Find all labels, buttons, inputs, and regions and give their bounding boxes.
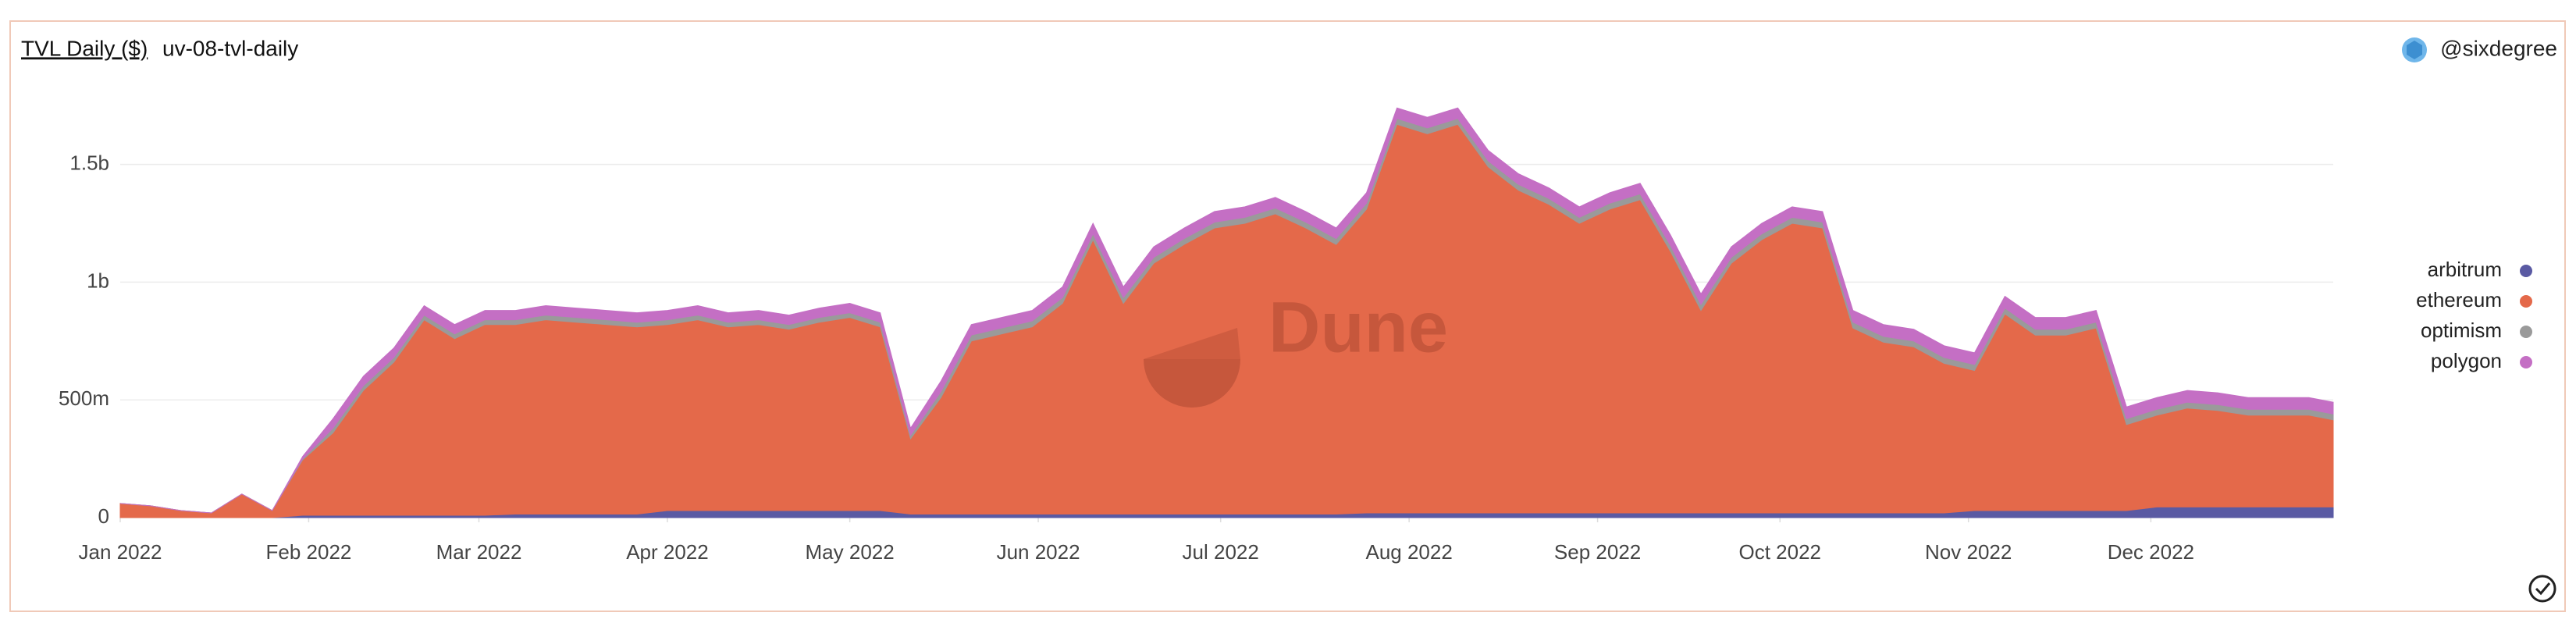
legend-label: ethereum	[2416, 288, 2502, 312]
watermark-logo	[1144, 328, 1240, 408]
plot: 0 500m 1b 1.5b Jan 2022 Feb 2022 Mar 2022 Apr 2…	[59, 107, 2334, 564]
x-tick-label: Mar 2022	[436, 540, 522, 564]
x-tick-label: Nov 2022	[1925, 540, 2012, 564]
legend-label: polygon	[2431, 349, 2502, 372]
y-tick-label: 1.5b	[69, 151, 109, 174]
chart-subtitle: uv-08-tvl-daily	[162, 36, 298, 60]
x-tick-label: Jan 2022	[79, 540, 162, 564]
legend-swatch	[2520, 265, 2532, 277]
legend-swatch	[2520, 326, 2532, 338]
watermark: Dune	[1268, 287, 1448, 367]
check-icon[interactable]	[2528, 575, 2556, 603]
y-tick-label: 1b	[87, 269, 109, 292]
area	[119, 107, 2334, 514]
x-tick-label: May 2022	[806, 540, 895, 564]
x-tick-label: Aug 2022	[1365, 540, 1452, 564]
x-tick-label: Dec 2022	[2108, 540, 2194, 564]
x-tick-label: Apr 2022	[626, 540, 709, 564]
legend-label: arbitrum	[2428, 258, 2502, 281]
x-tick-label: Sep 2022	[1554, 540, 1641, 564]
chart-title[interactable]: TVL Daily ($)	[21, 36, 148, 60]
author[interactable]: @sixdegree	[2440, 36, 2557, 60]
legend-swatch	[2520, 356, 2532, 368]
y-tick-label: 500m	[59, 386, 109, 410]
y-tick-label: 0	[98, 504, 109, 528]
legend-label: optimism	[2421, 319, 2502, 342]
x-tick-label: Jul 2022	[1183, 540, 1259, 564]
x-tick-label: Jun 2022	[997, 540, 1080, 564]
author-icon	[2402, 37, 2427, 62]
x-tick-label: Feb 2022	[266, 540, 352, 564]
legend-swatch	[2520, 295, 2532, 308]
x-tick-label: Oct 2022	[1738, 540, 1821, 564]
